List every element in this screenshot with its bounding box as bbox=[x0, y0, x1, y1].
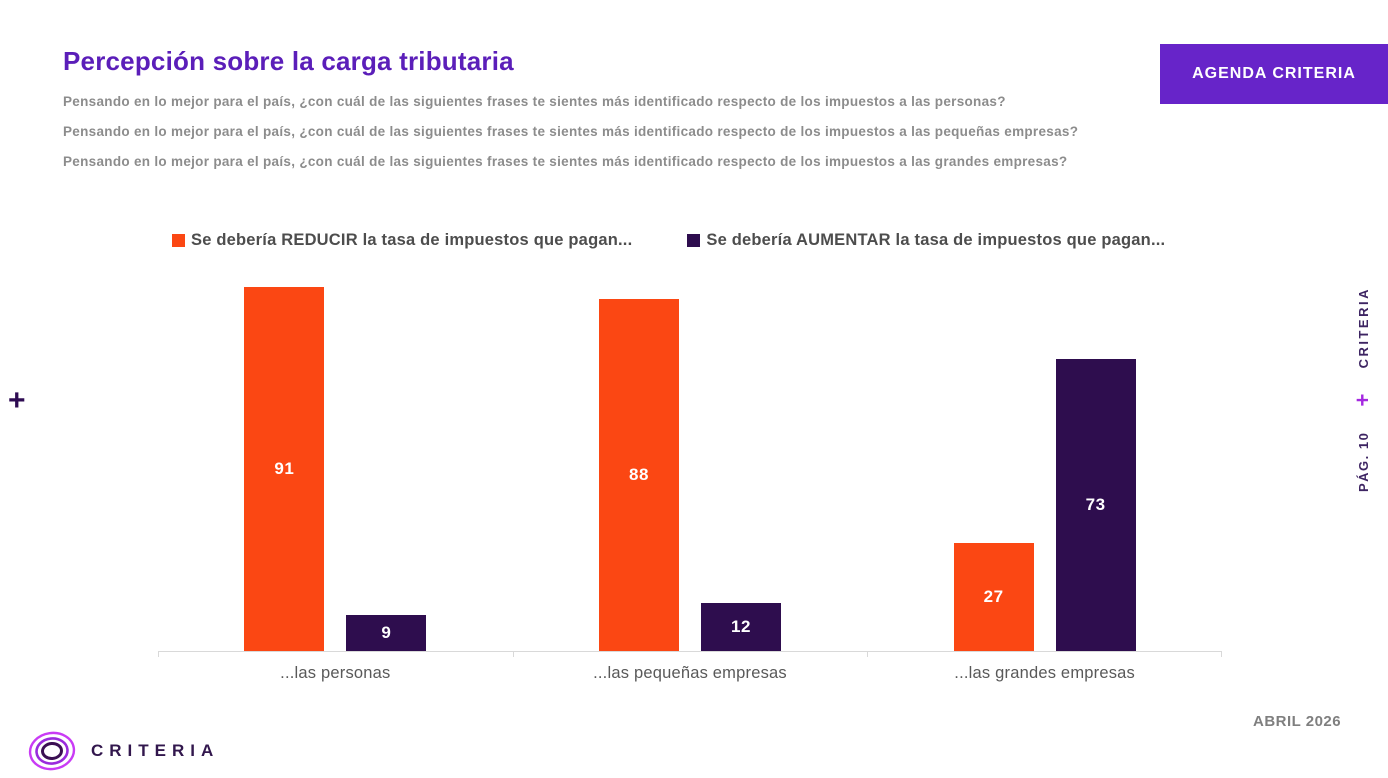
legend-label-aumentar: Se debería AUMENTAR la tasa de impuestos… bbox=[706, 231, 1166, 249]
x-axis-tick bbox=[158, 651, 159, 657]
legend-swatch-reducir-icon bbox=[172, 234, 185, 247]
bar-reducir-grandes-empresas: 27 bbox=[953, 543, 1034, 651]
legend-item-reducir: Se debería REDUCIR la tasa de impuestos … bbox=[172, 231, 632, 250]
plus-decoration-icon: + bbox=[8, 384, 26, 417]
legend-item-aumentar: Se debería AUMENTAR la tasa de impuestos… bbox=[687, 231, 1165, 250]
x-axis-labels: ...las personas ...las pequeñas empresas… bbox=[158, 664, 1222, 683]
x-axis-tick bbox=[1221, 651, 1222, 657]
bar-aumentar-grandes-empresas: 73 bbox=[1055, 359, 1136, 651]
right-rail: PÁG. 10 + CRITERIA bbox=[1350, 287, 1375, 492]
rail-brand-text: CRITERIA bbox=[1355, 287, 1371, 369]
x-axis-label-personas: ...las personas bbox=[280, 664, 391, 682]
bar-value-label: 91 bbox=[274, 459, 295, 478]
question-line-pequenas-empresas: Pensando en lo mejor para el país, ¿con … bbox=[63, 124, 1079, 139]
criteria-logo-icon bbox=[28, 731, 76, 771]
bar-group-personas: 91 9 bbox=[158, 270, 513, 651]
bar-aumentar-pequenas-empresas: 12 bbox=[700, 603, 781, 651]
x-axis-label-grandes-empresas: ...las grandes empresas bbox=[954, 664, 1135, 682]
page-number: PÁG. 10 bbox=[1355, 431, 1371, 492]
bar-value-label: 73 bbox=[1085, 495, 1106, 514]
bar-value-label: 27 bbox=[983, 587, 1004, 606]
question-line-grandes-empresas: Pensando en lo mejor para el país, ¿con … bbox=[63, 154, 1068, 169]
x-axis-label-pequenas-empresas: ...las pequeñas empresas bbox=[593, 664, 787, 682]
bar-aumentar-personas: 9 bbox=[346, 615, 427, 651]
report-date: ABRIL 2026 bbox=[1253, 713, 1342, 730]
bar-reducir-pequenas-empresas: 88 bbox=[598, 299, 679, 651]
x-axis-tick bbox=[512, 651, 514, 657]
bar-group-pequenas-empresas: 88 12 bbox=[513, 270, 868, 651]
bar-value-label: 12 bbox=[731, 617, 751, 636]
bar-value-label: 88 bbox=[629, 465, 649, 484]
bar-reducir-personas: 91 bbox=[244, 287, 325, 651]
legend-label-reducir: Se debería REDUCIR la tasa de impuestos … bbox=[191, 231, 633, 249]
legend-swatch-aumentar-icon bbox=[687, 234, 701, 247]
footer-brand-text: CRITERIA bbox=[91, 741, 220, 760]
x-axis-tick bbox=[867, 651, 869, 657]
agenda-criteria-button[interactable]: AGENDA CRITERIA bbox=[1160, 44, 1388, 104]
bar-chart-plot: 91 9 88 12 27 73 bbox=[158, 270, 1222, 657]
bar-value-label: 9 bbox=[381, 623, 392, 642]
question-block: Pensando en lo mejor para el país, ¿con … bbox=[63, 94, 1078, 184]
question-line-personas: Pensando en lo mejor para el país, ¿con … bbox=[63, 94, 1006, 109]
criteria-logo: CRITERIA bbox=[26, 729, 219, 773]
plus-decoration-icon: + bbox=[1350, 393, 1375, 407]
page-title: Percepción sobre la carga tributaria bbox=[63, 46, 514, 76]
bar-group-grandes-empresas: 27 73 bbox=[867, 270, 1222, 651]
chart-legend: Se debería REDUCIR la tasa de impuestos … bbox=[172, 231, 1165, 250]
